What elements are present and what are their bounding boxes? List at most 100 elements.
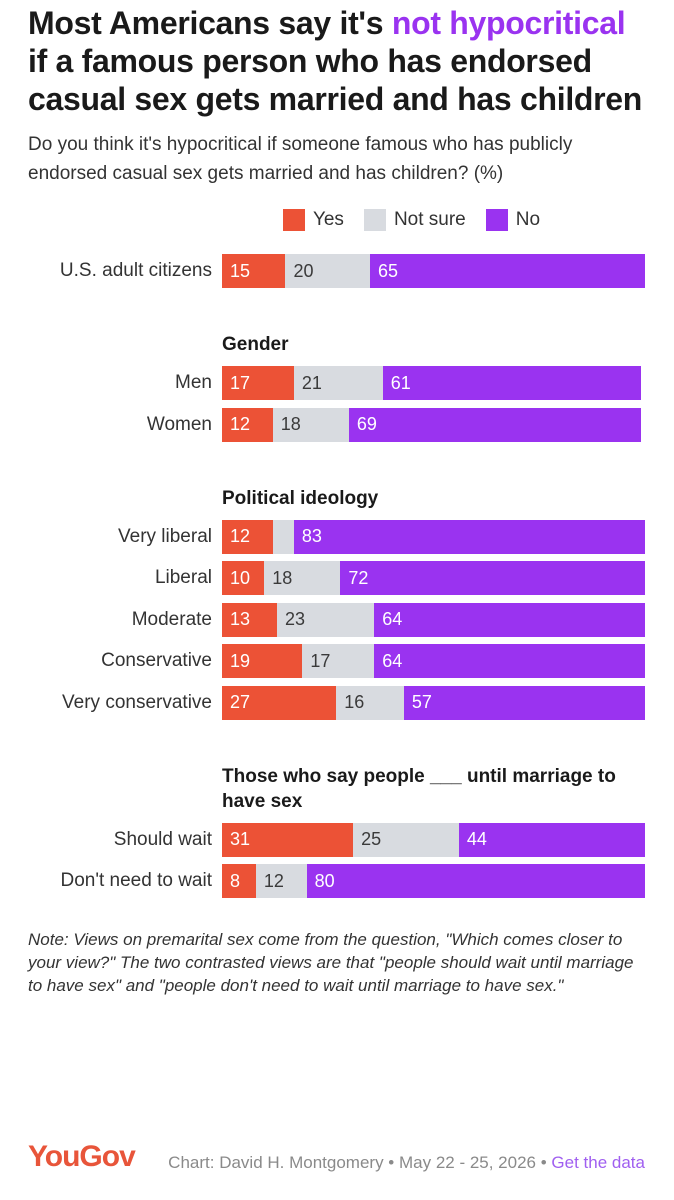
bar-segment: 31 xyxy=(222,822,354,857)
bar-segment: 18 xyxy=(264,561,341,595)
bar-segment: 15 xyxy=(222,254,286,288)
value-label: 12 xyxy=(263,870,284,891)
value-label: 10 xyxy=(230,567,251,588)
bar-track: 19 17 64 xyxy=(222,644,645,678)
bar-segment: 44 xyxy=(458,822,645,857)
legend-label: Not sure xyxy=(393,209,466,230)
value-label: 44 xyxy=(466,829,487,849)
bar-row: Should wait 31 25 44 xyxy=(28,822,645,857)
title-text: if a famous person who has endorsed casu… xyxy=(28,43,643,117)
value-label: 23 xyxy=(284,609,306,629)
group-spacer xyxy=(28,232,645,254)
bar-row: Very conservative 27 16 57 xyxy=(28,685,645,720)
logo: YouGov xyxy=(28,1140,136,1173)
bar-segment: 12 xyxy=(255,864,307,898)
subtitle: Do you think it's hypocritical if someon… xyxy=(28,134,573,184)
value-label: 25 xyxy=(361,829,382,849)
bar-track: 8 12 80 xyxy=(222,864,645,898)
value-label: 69 xyxy=(356,414,377,434)
legend-item: Yes xyxy=(282,209,344,231)
bar-segment: 21 xyxy=(293,366,383,400)
group-title: Those who say people ___ until marriage … xyxy=(222,765,616,812)
value-label: 17 xyxy=(310,650,331,671)
value-label: 57 xyxy=(411,692,432,712)
group-title: Gender xyxy=(222,334,289,355)
group-title: Political ideology xyxy=(222,487,379,509)
bar-segment: 57 xyxy=(403,685,645,720)
bar-row: Liberal 10 18 72 xyxy=(28,561,645,595)
legend-label: Yes xyxy=(312,209,344,230)
bar-segment: 23 xyxy=(276,602,375,637)
bar-segment: 65 xyxy=(370,254,645,288)
bar-segment xyxy=(272,519,294,554)
bar-row: U.S. adult citizens 15 20 65 xyxy=(28,254,645,288)
footer: YouGov Chart: David H. Montgomery • May … xyxy=(28,1140,645,1174)
bar-row: Men 17 21 61 xyxy=(28,366,645,400)
bar-track: 17 21 61 xyxy=(222,366,645,400)
bar-segment: 13 xyxy=(222,602,277,637)
legend: Yes Not sure No xyxy=(178,208,645,232)
bar-track: 15 20 65 xyxy=(222,254,645,288)
bar-row: Very liberal 12 83 xyxy=(28,519,645,554)
bar-track: 31 25 44 xyxy=(222,822,645,857)
bar-segment: 64 xyxy=(374,644,645,678)
bar-track: 10 18 72 xyxy=(222,561,645,595)
source-line: Chart: David H. Montgomery • May 22 - 25… xyxy=(165,1151,645,1174)
source: Chart: David H. Montgomery • May 22 - 25… xyxy=(168,1153,547,1172)
category-label: Don't need to wait xyxy=(60,870,213,891)
bar-row: Women 12 18 69 xyxy=(28,407,645,442)
category-label: Should wait xyxy=(113,828,212,850)
value-label: 80 xyxy=(314,870,335,891)
value-label: 18 xyxy=(280,414,301,434)
legend-item: No xyxy=(485,209,540,231)
bar-segment: 17 xyxy=(222,366,294,400)
value-label: 12 xyxy=(230,414,251,434)
title-text: Most Americans say it's xyxy=(28,5,392,41)
category-label: Women xyxy=(146,413,212,435)
bar-segment: 19 xyxy=(222,644,303,678)
bar-row: Conservative 19 17 64 xyxy=(28,644,645,678)
bar-track: 12 83 xyxy=(222,519,645,554)
note: Note: Views on premarital sex come from … xyxy=(28,930,634,995)
category-label: U.S. adult citizens xyxy=(59,260,212,281)
bar-segment: 80 xyxy=(306,864,645,898)
category-label: Conservative xyxy=(101,650,212,671)
bar-track: 27 16 57 xyxy=(222,685,645,720)
value-label: 72 xyxy=(348,567,369,588)
chart-title: Most Americans say it's not hypocritical… xyxy=(28,4,645,118)
value-label: 18 xyxy=(272,567,293,588)
category-label: Very liberal xyxy=(118,525,212,547)
value-label: 15 xyxy=(230,260,251,281)
value-label: 8 xyxy=(230,870,241,891)
legend-item: Not sure xyxy=(363,209,466,231)
bar-segment: 61 xyxy=(382,366,641,400)
value-label: 19 xyxy=(230,650,251,671)
bar-segment: 18 xyxy=(272,407,349,442)
value-label: 65 xyxy=(378,260,399,281)
bar-segment: 10 xyxy=(222,561,265,595)
value-label: 12 xyxy=(230,526,251,546)
value-label: 20 xyxy=(293,260,314,281)
value-label: 17 xyxy=(230,372,251,393)
value-label: 64 xyxy=(382,650,403,671)
bar-segment: 8 xyxy=(222,864,256,898)
bar-segment: 27 xyxy=(222,685,337,720)
bar-row: Moderate 13 23 64 xyxy=(28,602,645,637)
bar-track: 13 23 64 xyxy=(222,602,645,637)
category-label: Liberal xyxy=(154,567,212,588)
bar-track: 12 18 69 xyxy=(222,407,645,442)
bar-segment: 12 xyxy=(222,519,273,554)
bar-segment: 25 xyxy=(353,822,459,857)
bar-segment: 69 xyxy=(348,407,641,442)
bar-segment: 64 xyxy=(374,602,645,637)
value-label: 16 xyxy=(344,692,365,712)
bar-segment: 16 xyxy=(336,685,404,720)
title-highlight: not hypocritical xyxy=(391,5,626,41)
category-label: Very conservative xyxy=(62,691,212,713)
plot: U.S. adult citizens 15 20 65 Gender Men 17 21 61… xyxy=(28,232,645,898)
bar-segment: 83 xyxy=(293,519,645,554)
bar-segment: 20 xyxy=(285,254,371,288)
category-label: Moderate xyxy=(131,608,212,630)
data-link[interactable]: Get the data xyxy=(551,1153,645,1172)
